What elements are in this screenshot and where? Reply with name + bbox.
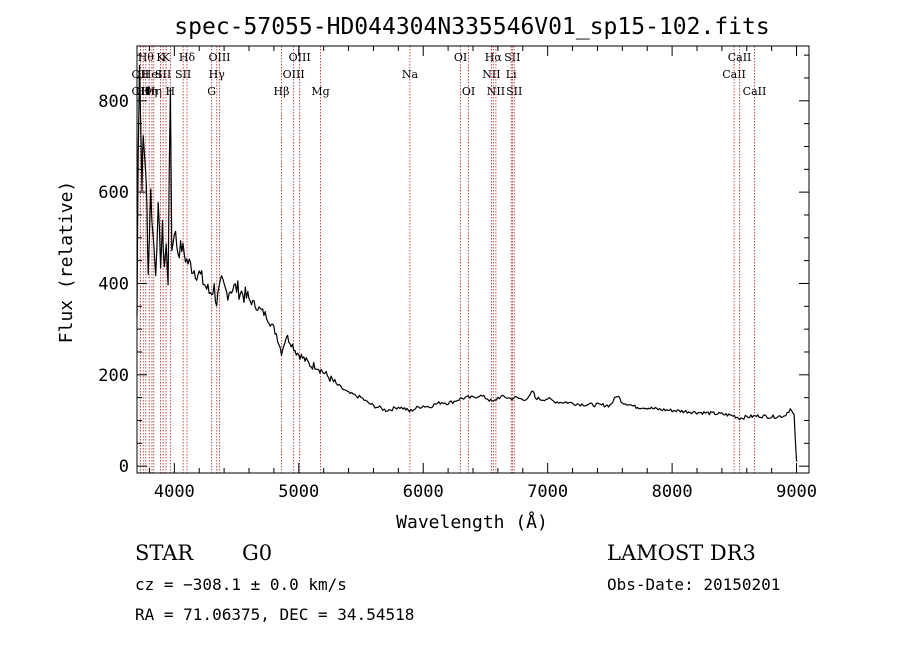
spectral-line-label: NII	[487, 85, 505, 98]
spectrum-line	[136, 64, 798, 462]
spectral-line-label: SII	[155, 68, 171, 81]
spectral-line-label: Mg	[311, 85, 329, 98]
spectral-line-label: SII	[506, 85, 522, 98]
x-tick-label: 9000	[776, 482, 817, 502]
y-tick-label: 600	[98, 183, 129, 203]
spectral-line-markers: OIIOIIHθHθHηHeIHηKSIIKHSIIHδGHγOIIIHβOII…	[132, 46, 767, 473]
spectral-line-label: OIII	[283, 68, 305, 81]
survey-name: LAMOST DR3	[607, 541, 756, 565]
spectral-line-label: G	[207, 85, 216, 98]
spectral-line-label: CaII	[728, 51, 752, 64]
chart-title: spec-57055-HD044304N335546V01_sp15-102.f…	[174, 14, 769, 40]
x-axis-ticks: 4000 5000 6000 7000 8000 9000	[148, 46, 817, 502]
spectral-line-label: Hη	[146, 85, 162, 98]
spectral-line-label: NII	[482, 68, 500, 81]
spectral-line-label: Hβ	[274, 85, 290, 98]
spectral-line-label: CaII	[743, 85, 767, 98]
x-tick-label: 8000	[652, 482, 693, 502]
x-tick-label: 6000	[403, 482, 444, 502]
y-tick-label: 800	[98, 92, 129, 112]
y-tick-label: 0	[119, 457, 129, 477]
spectral-line-label: HeI	[142, 68, 162, 81]
spectral-line-label: SII	[175, 68, 191, 81]
coordinates-text: RA = 71.06375, DEC = 34.54518	[135, 605, 414, 624]
redshift-text: cz = −308.1 ± 0.0 km/s	[135, 575, 347, 594]
spectral-line-label: OI	[454, 51, 467, 64]
obs-date-text: Obs-Date: 20150201	[607, 575, 780, 594]
spectral-line-label: K	[156, 51, 165, 64]
spectral-line-label: CaII	[722, 68, 746, 81]
spectral-line-label: Hη	[141, 85, 157, 98]
spectral-line-label: SII	[504, 51, 520, 64]
object-subclass: G0	[242, 541, 272, 565]
y-tick-label: 400	[98, 274, 129, 294]
spectral-line-label: OIII	[289, 51, 311, 64]
object-type: STAR	[135, 541, 194, 565]
plot-frame	[136, 45, 810, 474]
spectral-line-label: OI	[462, 85, 475, 98]
spectral-line-label: OIII	[208, 51, 230, 64]
y-axis-label: Flux (relative)	[56, 181, 77, 344]
y-axis-ticks: 0 200 400 600 800	[98, 54, 809, 477]
x-tick-label: 7000	[527, 482, 568, 502]
spectral-line-label: Hθ	[138, 51, 155, 64]
spectral-line-label: Hα	[485, 51, 503, 64]
spectral-line-label: Hδ	[179, 51, 196, 64]
y-tick-label: 200	[98, 366, 129, 386]
x-axis-label: Wavelength (Å)	[396, 511, 548, 533]
x-tick-label: 5000	[278, 482, 319, 502]
x-tick-label: 4000	[154, 482, 195, 502]
spectral-line-label: Na	[402, 68, 419, 81]
spectral-line-label: Hγ	[209, 68, 226, 81]
spectral-line-label: Li	[506, 68, 517, 81]
spectral-line-label: K	[162, 51, 171, 64]
